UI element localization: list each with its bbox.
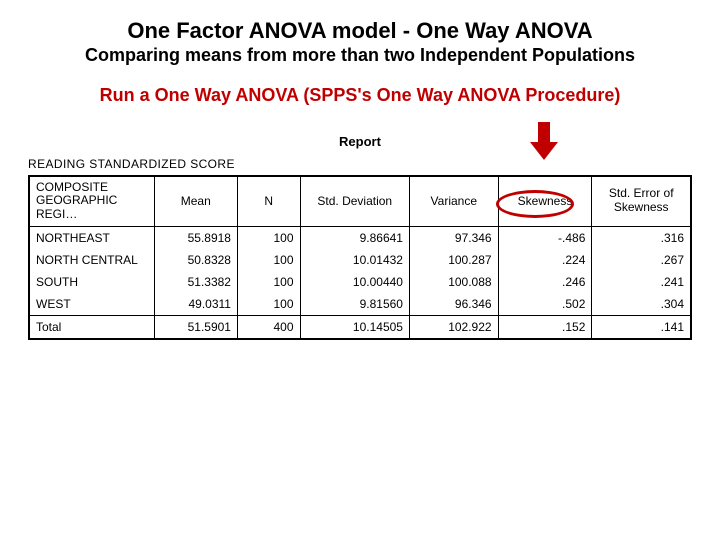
- col-header-sd: Std. Deviation: [300, 176, 409, 227]
- cell-var: 96.346: [409, 293, 498, 316]
- cell-mean: 51.3382: [154, 271, 237, 293]
- cell-skew: .502: [498, 293, 592, 316]
- cell-mean: 51.5901: [154, 315, 237, 339]
- table-row: WEST 49.0311 100 9.81560 96.346 .502 .30…: [29, 293, 691, 316]
- table-row-total: Total 51.5901 400 10.14505 102.922 .152 …: [29, 315, 691, 339]
- cell-var: 100.287: [409, 249, 498, 271]
- cell-skew: .224: [498, 249, 592, 271]
- cell-n: 100: [237, 226, 300, 249]
- cell-se: .316: [592, 226, 691, 249]
- col-header-se-skewness: Std. Error of Skewness: [592, 176, 691, 227]
- col-header-mean: Mean: [154, 176, 237, 227]
- cell-var: 97.346: [409, 226, 498, 249]
- report-container: Report READING STANDARDIZED SCORE COMPOS…: [0, 134, 720, 340]
- cell-region: NORTH CENTRAL: [29, 249, 154, 271]
- col-header-region: COMPOSITE GEOGRAPHIC REGI…: [29, 176, 154, 227]
- table-row: NORTH CENTRAL 50.8328 100 10.01432 100.2…: [29, 249, 691, 271]
- cell-skew: .152: [498, 315, 592, 339]
- table-body: NORTHEAST 55.8918 100 9.86641 97.346 -.4…: [29, 226, 691, 339]
- cell-sd: 10.00440: [300, 271, 409, 293]
- cell-mean: 55.8918: [154, 226, 237, 249]
- report-table: COMPOSITE GEOGRAPHIC REGI… Mean N Std. D…: [28, 175, 692, 340]
- page-subtitle: Comparing means from more than two Indep…: [0, 44, 720, 67]
- cell-region: Total: [29, 315, 154, 339]
- cell-se: .267: [592, 249, 691, 271]
- cell-skew: .246: [498, 271, 592, 293]
- cell-se: .141: [592, 315, 691, 339]
- col-header-n: N: [237, 176, 300, 227]
- cell-region: SOUTH: [29, 271, 154, 293]
- table-header-row: COMPOSITE GEOGRAPHIC REGI… Mean N Std. D…: [29, 176, 691, 227]
- table-row: SOUTH 51.3382 100 10.00440 100.088 .246 …: [29, 271, 691, 293]
- cell-mean: 50.8328: [154, 249, 237, 271]
- highlight-arrow: [530, 122, 558, 162]
- report-subtitle: READING STANDARDIZED SCORE: [28, 157, 692, 171]
- cell-sd: 9.86641: [300, 226, 409, 249]
- cell-var: 102.922: [409, 315, 498, 339]
- report-title: Report: [28, 134, 692, 149]
- cell-se: .304: [592, 293, 691, 316]
- cell-var: 100.088: [409, 271, 498, 293]
- cell-sd: 9.81560: [300, 293, 409, 316]
- cell-n: 400: [237, 315, 300, 339]
- col-header-skewness: Skewness: [498, 176, 592, 227]
- cell-sd: 10.01432: [300, 249, 409, 271]
- instruction-text: Run a One Way ANOVA (SPPS's One Way ANOV…: [0, 85, 720, 106]
- page-title: One Factor ANOVA model - One Way ANOVA: [0, 18, 720, 44]
- cell-region: NORTHEAST: [29, 226, 154, 249]
- cell-n: 100: [237, 249, 300, 271]
- cell-skew: -.486: [498, 226, 592, 249]
- cell-n: 100: [237, 293, 300, 316]
- cell-n: 100: [237, 271, 300, 293]
- cell-region: WEST: [29, 293, 154, 316]
- cell-sd: 10.14505: [300, 315, 409, 339]
- cell-se: .241: [592, 271, 691, 293]
- col-header-variance: Variance: [409, 176, 498, 227]
- cell-mean: 49.0311: [154, 293, 237, 316]
- table-row: NORTHEAST 55.8918 100 9.86641 97.346 -.4…: [29, 226, 691, 249]
